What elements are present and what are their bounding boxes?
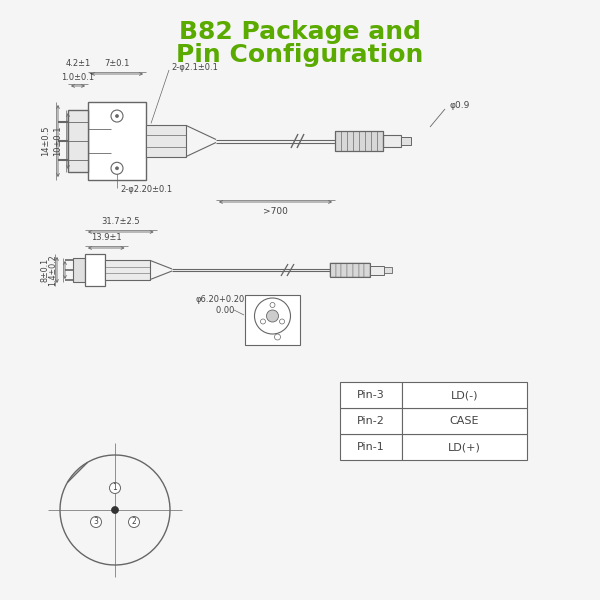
Text: 13.9±1: 13.9±1 [91,233,122,242]
Bar [105,260,150,280]
Bar [68,110,88,172]
Bar [347,131,353,151]
Bar [359,131,365,151]
Circle shape [128,517,139,527]
Text: 14±0.5: 14±0.5 [41,126,50,156]
Text: Pin-3: Pin-3 [357,390,385,400]
Bar [383,135,401,147]
Text: 4.2±1: 4.2±1 [65,59,91,68]
Text: LD(+): LD(+) [448,442,481,452]
Bar [146,125,186,157]
Bar [353,131,359,151]
Bar [340,408,402,434]
Bar [330,263,336,277]
Bar [340,434,402,460]
Circle shape [266,310,278,322]
Bar [402,408,527,434]
Bar [341,131,347,151]
Bar [364,263,370,277]
Bar [402,382,527,408]
Bar [384,267,392,273]
Text: 1: 1 [113,484,118,493]
Bar [359,263,364,277]
Text: 10±0.1: 10±0.1 [53,126,62,156]
Text: 31.7±2.5: 31.7±2.5 [101,217,140,226]
Text: φ6.20+0.20
        0.00: φ6.20+0.20 0.00 [195,295,244,314]
Bar [370,265,384,275]
Circle shape [260,319,265,324]
Text: B82 Package and: B82 Package and [179,20,421,44]
Bar [347,263,353,277]
Text: Pin Configuration: Pin Configuration [176,43,424,67]
Circle shape [280,319,284,324]
Bar [402,434,527,460]
Circle shape [91,517,101,527]
Circle shape [111,162,123,174]
Bar [371,131,377,151]
Text: Pin-2: Pin-2 [357,416,385,426]
Circle shape [275,334,281,340]
Circle shape [270,302,275,307]
Text: CASE: CASE [450,416,479,426]
Text: 8±0.1: 8±0.1 [41,258,49,282]
Text: φ0.9: φ0.9 [450,100,470,109]
Bar [353,263,359,277]
Bar [245,295,300,345]
Bar [335,131,383,151]
Circle shape [254,298,290,334]
Text: 3: 3 [94,517,98,527]
Bar [335,131,341,151]
Text: 1.4±0.2: 1.4±0.2 [49,254,58,286]
Text: Pin-1: Pin-1 [357,442,385,452]
Bar [73,258,85,282]
Text: 2-φ2.1±0.1: 2-φ2.1±0.1 [171,64,218,73]
Bar [341,263,347,277]
Text: 1.0±0.1: 1.0±0.1 [61,73,95,82]
Bar [401,137,411,145]
Bar [340,382,402,408]
Text: LD(-): LD(-) [451,390,478,400]
Circle shape [112,506,119,514]
Bar [330,263,370,277]
Text: 7±0.1: 7±0.1 [104,59,130,68]
Bar [336,263,341,277]
Bar [377,131,383,151]
Text: 2-φ2.20±0.1: 2-φ2.20±0.1 [120,185,172,194]
Text: >700: >700 [263,208,288,217]
Bar [365,131,371,151]
Bar [85,254,105,286]
Circle shape [115,115,119,118]
Circle shape [115,167,119,170]
Circle shape [110,482,121,493]
Text: 2: 2 [131,517,136,527]
Bar [88,102,146,180]
Circle shape [111,110,123,122]
